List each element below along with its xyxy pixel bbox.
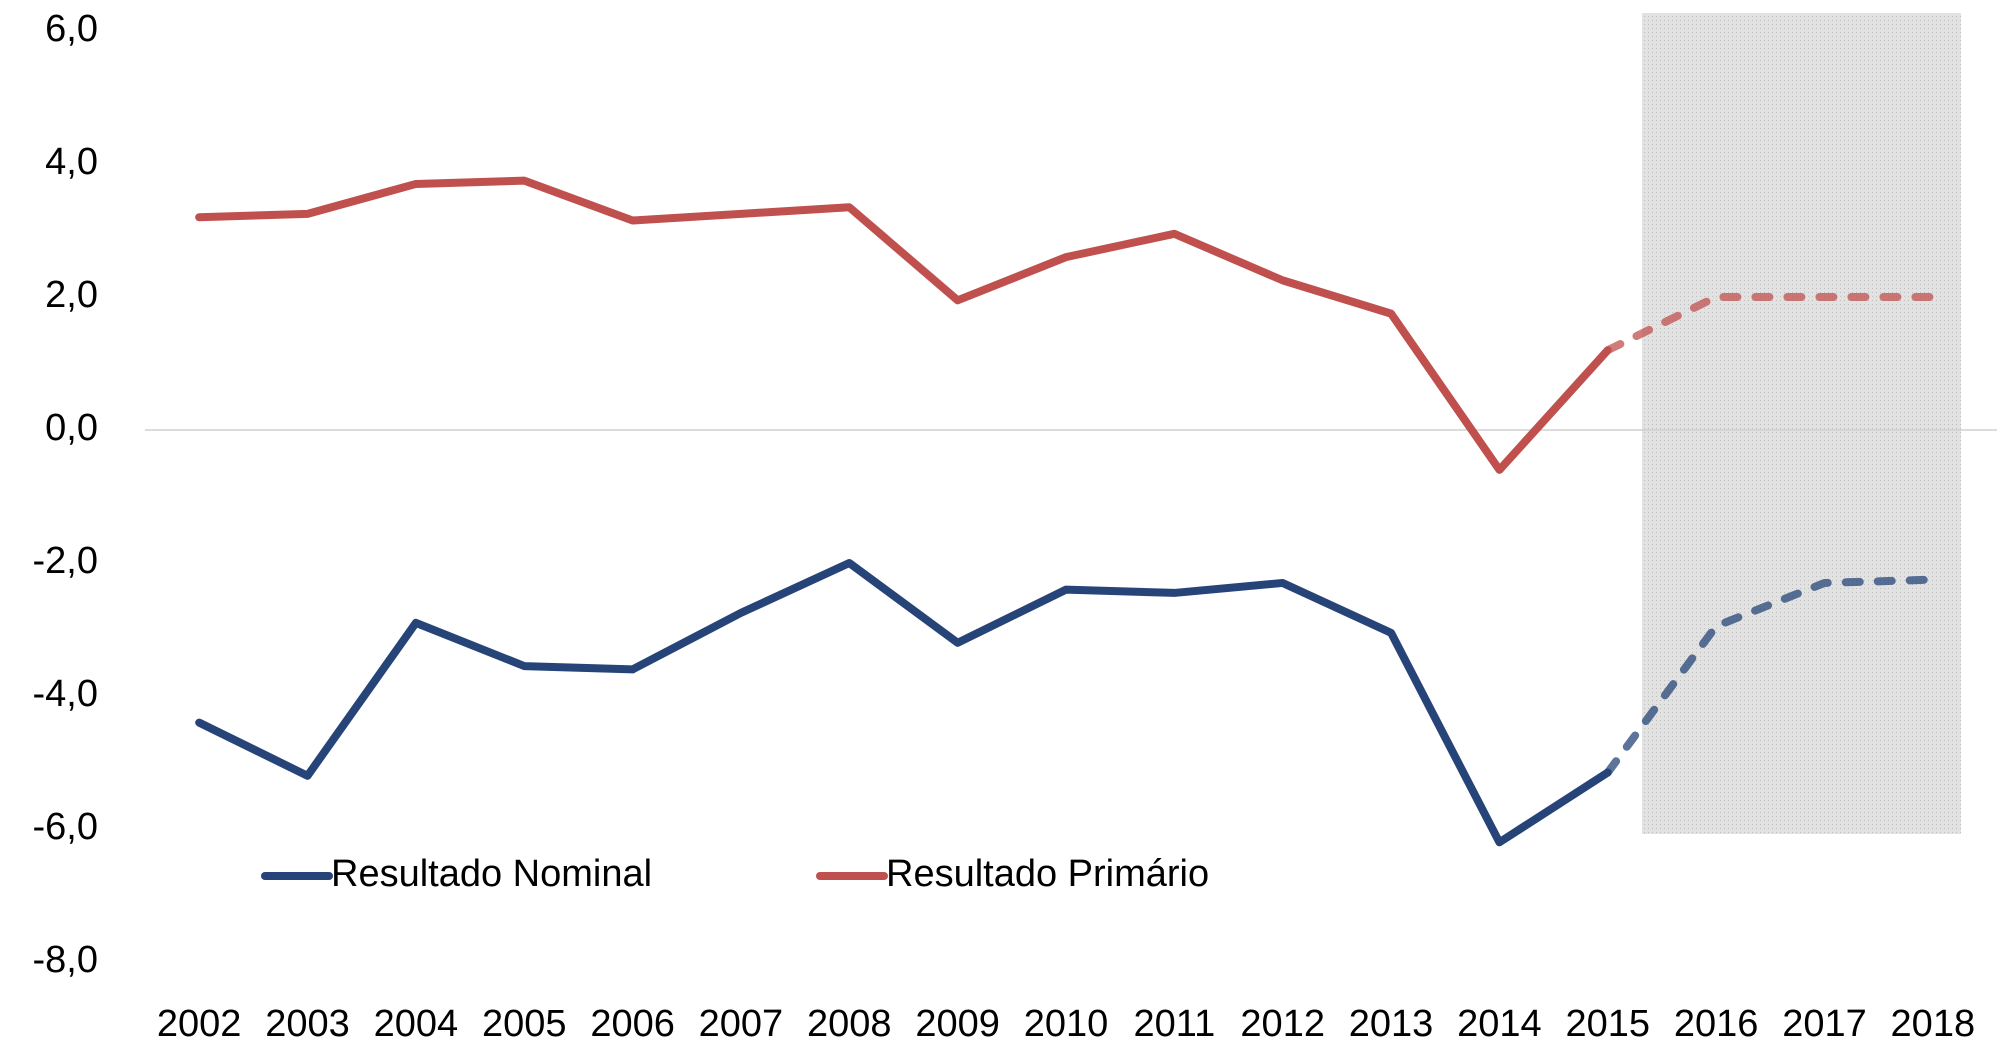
x-tick-label: 2010 bbox=[1024, 1003, 1109, 1045]
y-tick-label: 4,0 bbox=[45, 141, 98, 183]
x-tick-label: 2014 bbox=[1457, 1003, 1542, 1045]
series-forecast-line bbox=[1603, 293, 1937, 355]
x-tick-label: 2017 bbox=[1782, 1003, 1867, 1045]
forecast-shade bbox=[1641, 13, 1961, 834]
series-forecast-line bbox=[1603, 575, 1937, 777]
x-tick-label: 2006 bbox=[590, 1003, 675, 1045]
x-tick-label: 2009 bbox=[915, 1003, 1000, 1045]
x-tick-label: 2005 bbox=[482, 1003, 567, 1045]
x-tick-label: 2011 bbox=[1133, 1003, 1215, 1045]
series-line bbox=[195, 559, 1612, 847]
x-tick-label: 2008 bbox=[807, 1003, 892, 1045]
x-tick-label: 2002 bbox=[157, 1003, 242, 1045]
x-tick-label: 2012 bbox=[1240, 1003, 1325, 1045]
y-tick-label: -8,0 bbox=[33, 939, 98, 981]
y-tick-label: 2,0 bbox=[45, 274, 98, 316]
legend-label: Resultado Nominal bbox=[331, 853, 652, 895]
x-tick-label: 2004 bbox=[374, 1003, 459, 1045]
x-tick-label: 2003 bbox=[265, 1003, 350, 1045]
y-tick-label: -4,0 bbox=[33, 673, 98, 715]
y-tick-label: 6,0 bbox=[45, 8, 98, 50]
x-tick-label: 2013 bbox=[1349, 1003, 1434, 1045]
legend-label: Resultado Primário bbox=[886, 853, 1209, 895]
x-tick-label: 2007 bbox=[699, 1003, 784, 1045]
x-tick-label: 2015 bbox=[1565, 1003, 1650, 1045]
y-tick-label: -6,0 bbox=[33, 806, 98, 848]
series-line bbox=[195, 176, 1612, 474]
x-tick-label: 2018 bbox=[1891, 1003, 1976, 1045]
y-tick-label: -2,0 bbox=[33, 540, 98, 582]
x-tick-label: 2016 bbox=[1674, 1003, 1759, 1045]
y-tick-label: 0,0 bbox=[45, 407, 98, 449]
